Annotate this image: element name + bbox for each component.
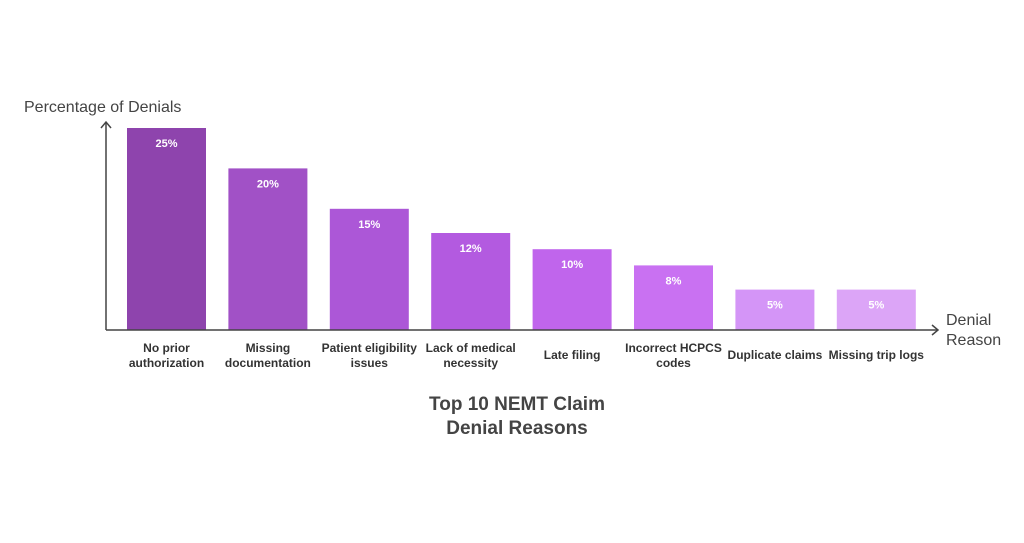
bar: [634, 265, 713, 330]
y-axis-arrowhead: [100, 120, 112, 129]
x-axis-label: Denial Reason: [946, 312, 1001, 349]
category-label: Duplicate claims: [728, 348, 823, 362]
bar-value-label: 25%: [155, 138, 177, 150]
category-label: No prior authorization: [129, 341, 204, 370]
bar: [127, 128, 206, 330]
category-label: Patient eligibility issues: [322, 341, 418, 370]
bar: [735, 289, 815, 330]
y-axis-label: Percentage of Denials: [24, 99, 181, 116]
bar-value-label: 20%: [257, 178, 279, 190]
bar-value-label: 5%: [868, 300, 884, 312]
bar-value-label: 12%: [460, 243, 482, 255]
axes-group: [100, 120, 940, 336]
bar-value-label: 10%: [561, 259, 583, 271]
category-label: Missing documentation: [225, 341, 311, 370]
bar: [836, 289, 916, 330]
bar: [228, 168, 308, 330]
data-labels-group: 25% 20% 15% 12% 10% 8% 5% 5%: [155, 138, 884, 312]
bar: [431, 233, 511, 330]
chart-title: Top 10 NEMT Claim Denial Reasons: [429, 394, 605, 439]
category-labels-group: No prior authorization Missing documentatio…: [129, 341, 924, 370]
category-label: Incorrect HCPCS codes: [625, 341, 722, 370]
category-label: Late filing: [544, 348, 601, 362]
bar-value-label: 8%: [666, 275, 682, 287]
bars-group: [127, 128, 916, 330]
x-axis-arrowhead: [931, 324, 940, 336]
category-label: Missing trip logs: [829, 348, 925, 362]
bar-value-label: 5%: [767, 300, 783, 312]
bar: [532, 249, 612, 330]
bar-value-label: 15%: [358, 219, 380, 231]
bar: [329, 208, 409, 330]
category-label: Lack of medical necessity: [426, 341, 516, 370]
